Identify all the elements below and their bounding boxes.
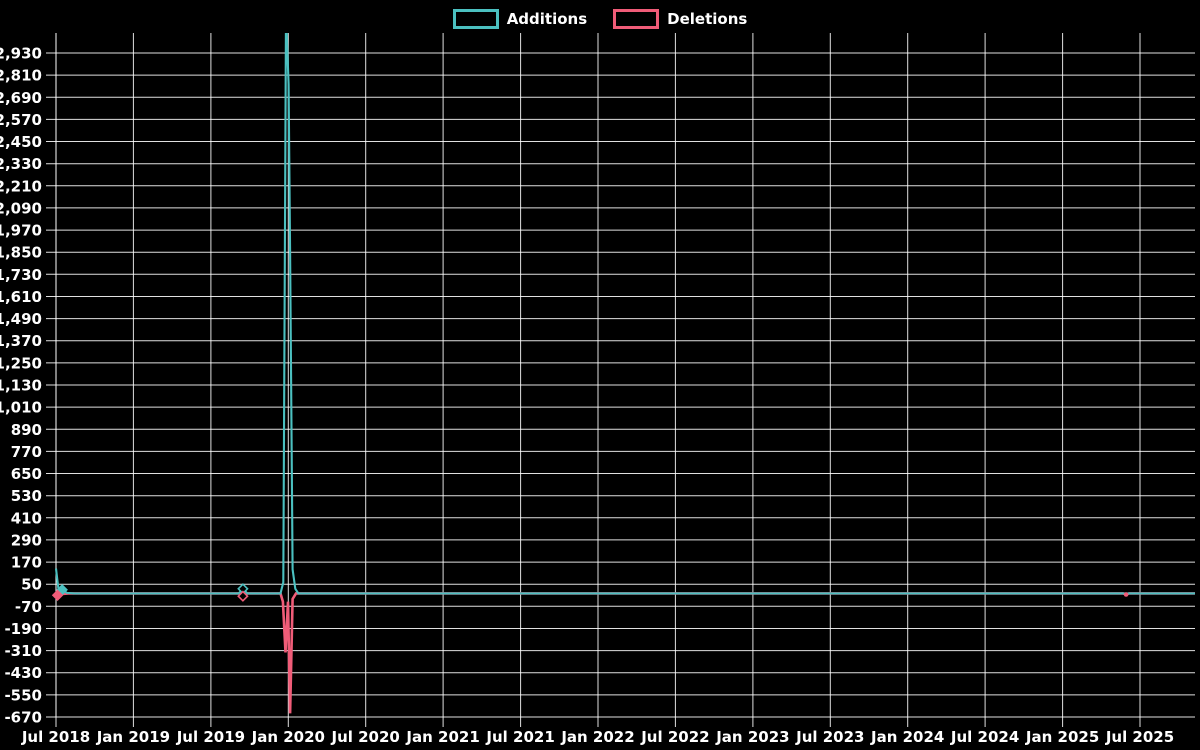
svg-text:Jul 2018: Jul 2018	[21, 728, 90, 746]
svg-text:770: 770	[11, 443, 42, 461]
svg-text:2,210: 2,210	[0, 177, 42, 195]
svg-text:-310: -310	[4, 642, 42, 660]
svg-text:1,610: 1,610	[0, 288, 42, 306]
deletions-diamond-marker	[51, 589, 64, 601]
svg-text:-670: -670	[4, 709, 42, 727]
svg-text:-550: -550	[4, 686, 42, 704]
svg-text:1,130: 1,130	[0, 377, 42, 395]
svg-text:2,930: 2,930	[0, 45, 42, 63]
x-axis-labels: Jul 2018 Jan 2019 Jul 2019 Jan 2020 Jul 2020…	[21, 728, 1174, 746]
svg-text:Jan 2024: Jan 2024	[870, 728, 944, 746]
y-gridlines	[46, 52, 1195, 718]
svg-text:890: 890	[11, 421, 42, 439]
y-axis-labels: -670 -550 -430 -310 -190 -70 50 170 290 410 530 650…	[0, 45, 42, 727]
svg-text:2,090: 2,090	[0, 199, 42, 217]
svg-text:Jul 2021: Jul 2021	[485, 728, 554, 746]
svg-text:Jul 2019: Jul 2019	[176, 728, 245, 746]
svg-text:Jan 2022: Jan 2022	[560, 728, 634, 746]
svg-text:50: 50	[21, 576, 42, 594]
svg-text:Jul 2022: Jul 2022	[640, 728, 709, 746]
svg-text:Jul 2023: Jul 2023	[795, 728, 864, 746]
svg-text:Jan 2023: Jan 2023	[715, 728, 789, 746]
svg-text:Jan 2025: Jan 2025	[1025, 728, 1099, 746]
additions-legend-swatch-icon	[452, 9, 499, 29]
svg-text:2,450: 2,450	[0, 133, 42, 151]
svg-text:1,490: 1,490	[0, 310, 42, 328]
svg-text:1,730: 1,730	[0, 266, 42, 284]
svg-text:Jan 2021: Jan 2021	[405, 728, 479, 746]
svg-text:1,370: 1,370	[0, 332, 42, 350]
point-markers	[51, 583, 1129, 602]
legend-item-additions[interactable]: Additions	[452, 9, 588, 29]
svg-text:170: 170	[11, 554, 42, 572]
deletions-dot-marker	[1123, 592, 1129, 597]
deletions-legend-swatch-icon	[613, 9, 660, 29]
additions-legend-label: Additions	[506, 9, 588, 28]
x-gridlines	[55, 33, 1141, 727]
svg-text:290: 290	[11, 531, 42, 549]
svg-text:Jan 2019: Jan 2019	[96, 728, 170, 746]
chart-legend: Additions Deletions	[0, 6, 1200, 32]
legend-item-deletions[interactable]: Deletions	[613, 9, 747, 29]
svg-text:Jul 2020: Jul 2020	[331, 728, 400, 746]
svg-text:410: 410	[11, 509, 42, 527]
deletions-diamond-marker	[237, 590, 249, 602]
svg-text:2,330: 2,330	[0, 155, 42, 173]
svg-text:Jan 2020: Jan 2020	[251, 728, 325, 746]
svg-text:2,810: 2,810	[0, 67, 42, 85]
svg-text:Jul 2024: Jul 2024	[950, 728, 1019, 746]
svg-text:-70: -70	[15, 598, 42, 616]
svg-text:Jul 2025: Jul 2025	[1105, 728, 1174, 746]
svg-text:-190: -190	[4, 620, 42, 638]
svg-text:1,010: 1,010	[0, 399, 42, 417]
svg-text:2,570: 2,570	[0, 111, 42, 129]
svg-text:1,970: 1,970	[0, 222, 42, 240]
svg-text:650: 650	[11, 465, 42, 483]
svg-text:2,690: 2,690	[0, 89, 42, 107]
svg-text:530: 530	[11, 487, 42, 505]
deletions-legend-label: Deletions	[667, 9, 748, 28]
additions-line	[54, 33, 1195, 595]
svg-text:1,250: 1,250	[0, 354, 42, 372]
svg-text:-430: -430	[4, 664, 42, 682]
svg-text:1,850: 1,850	[0, 244, 42, 262]
